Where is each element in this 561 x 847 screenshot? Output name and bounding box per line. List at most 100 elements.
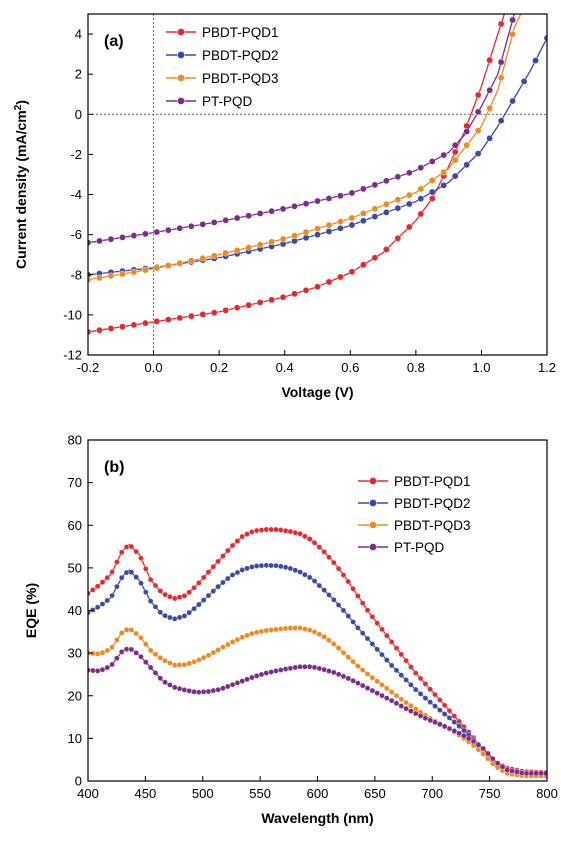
data-point <box>107 272 115 280</box>
data-point <box>446 707 453 714</box>
data-point <box>369 614 376 620</box>
data-point <box>335 645 342 652</box>
data-point <box>143 589 149 595</box>
data-point <box>302 626 308 632</box>
y-tick-label: -2 <box>70 147 82 162</box>
data-point <box>348 189 356 197</box>
y-tick-label: 20 <box>68 688 82 703</box>
x-tick-label: 800 <box>536 786 558 801</box>
data-point <box>200 597 207 603</box>
data-point <box>451 141 459 149</box>
data-point <box>118 549 125 556</box>
data-point <box>210 252 218 260</box>
y-tick-label: -12 <box>63 348 82 363</box>
data-point <box>114 637 120 643</box>
data-point <box>408 702 414 709</box>
data-point <box>432 703 438 709</box>
x-tick-label: 0.6 <box>341 360 359 375</box>
data-point <box>393 692 400 699</box>
data-point <box>398 696 405 702</box>
series-line <box>88 528 547 774</box>
data-point <box>369 674 376 681</box>
data-point <box>176 594 183 600</box>
data-point <box>273 668 279 674</box>
data-point <box>384 685 390 692</box>
data-point <box>340 649 347 656</box>
data-point <box>330 596 337 603</box>
data-point <box>249 630 255 637</box>
data-point <box>157 675 164 682</box>
data-point <box>94 651 101 657</box>
data-point <box>181 687 188 693</box>
legend-item: PBDT-PQD1 <box>166 25 279 40</box>
data-point <box>325 228 333 235</box>
data-point <box>279 293 287 301</box>
data-point <box>210 687 217 694</box>
x-tick-label: 0.4 <box>276 360 294 375</box>
data-point <box>379 682 385 688</box>
data-point <box>337 218 344 225</box>
legend-label: PBDT-PQD1 <box>202 25 279 40</box>
jv-reference-lines <box>88 14 547 355</box>
data-point <box>133 650 139 656</box>
data-point <box>249 529 255 535</box>
data-point <box>244 676 250 683</box>
data-point <box>152 604 159 610</box>
data-point <box>253 673 260 679</box>
data-point <box>302 571 308 578</box>
data-point <box>355 680 361 686</box>
data-point <box>364 607 371 614</box>
data-point <box>314 231 321 238</box>
data-point <box>133 574 139 580</box>
data-point <box>311 664 318 671</box>
data-point <box>297 625 303 631</box>
data-point <box>133 630 139 637</box>
data-point <box>167 593 173 600</box>
data-point <box>176 662 183 668</box>
data-point <box>314 197 321 205</box>
data-point <box>277 527 284 533</box>
data-point <box>142 266 149 274</box>
data-point <box>277 626 284 632</box>
data-point <box>210 219 218 226</box>
data-point <box>152 651 159 658</box>
legend-label: PT-PQD <box>394 540 445 555</box>
jv-y-axis-label-main: Current density (mA/cm <box>13 110 29 269</box>
data-point <box>384 695 390 701</box>
data-point <box>196 601 202 608</box>
data-point <box>268 207 275 215</box>
data-point <box>253 563 260 569</box>
data-point <box>109 569 115 575</box>
data-point <box>412 670 419 676</box>
eqe-plot-frame <box>87 439 548 782</box>
data-point <box>486 104 493 112</box>
data-point <box>291 232 298 239</box>
data-point <box>152 582 159 589</box>
data-point <box>171 616 178 622</box>
data-point <box>282 564 289 571</box>
data-point <box>253 527 260 534</box>
data-point <box>440 151 448 159</box>
jv-y-axis-label-superscript: 2 <box>13 104 24 110</box>
data-point <box>277 667 284 673</box>
eqe-panel-label: (b) <box>104 459 124 476</box>
data-point <box>147 664 154 671</box>
data-point <box>393 645 400 651</box>
data-point <box>486 135 493 142</box>
data-point <box>138 580 144 587</box>
x-tick-label: 1.0 <box>472 360 490 375</box>
data-point <box>176 314 184 322</box>
data-point <box>222 307 229 314</box>
data-point <box>314 283 321 291</box>
data-point <box>291 203 298 210</box>
data-point <box>345 654 352 660</box>
data-point <box>474 108 482 116</box>
data-point <box>233 214 241 222</box>
data-point <box>234 569 241 576</box>
data-point <box>475 746 482 753</box>
data-point <box>152 670 159 676</box>
data-point <box>321 666 327 673</box>
eqe-y-axis-label: EQE (%) <box>23 583 39 638</box>
data-point <box>383 177 390 185</box>
data-point <box>292 567 299 574</box>
